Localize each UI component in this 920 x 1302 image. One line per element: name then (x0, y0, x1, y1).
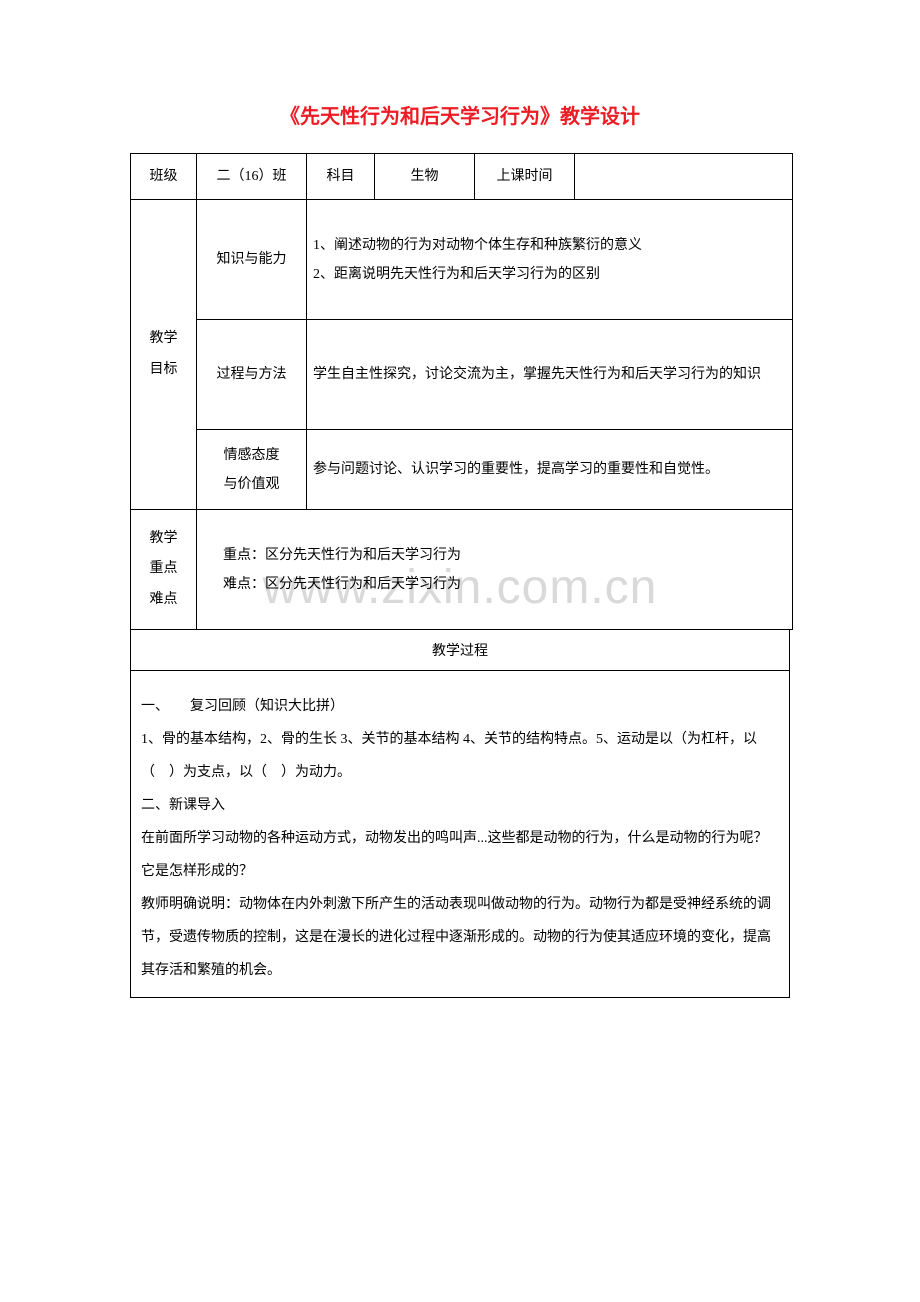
keypoints-content: 重点：区分先天性行为和后天学习行为 难点：区分先天性行为和后天学习行为 (197, 510, 793, 630)
keypoints-label-3: 难点 (150, 592, 178, 607)
objective-sub-3b: 与价值观 (224, 477, 280, 492)
keypoints-label-2: 重点 (150, 561, 178, 576)
process-header: 教学过程 (130, 630, 790, 671)
objective-content-3: 参与问题讨论、认识学习的重要性，提高学习的重要性和自觉性。 (307, 430, 793, 510)
keypoints-line-1: 重点：区分先天性行为和后天学习行为 (223, 548, 461, 563)
objective-content-2: 学生自主性探究，讨论交流为主，掌握先天性行为和后天学习行为的知识 (307, 320, 793, 430)
objective-row-1: 教学 目标 知识与能力 1、阐述动物的行为对动物个体生存和种族繁衍的意义2、距离… (131, 200, 793, 320)
objective-sub-3a: 情感态度 (224, 448, 280, 463)
keypoints-label-1: 教学 (150, 531, 178, 546)
objective-sub-1: 知识与能力 (197, 200, 307, 320)
objectives-label-2: 目标 (150, 362, 178, 377)
time-value (575, 154, 793, 200)
time-label: 上课时间 (475, 154, 575, 200)
class-label: 班级 (131, 154, 197, 200)
class-value: 二（16）班 (197, 154, 307, 200)
objective-row-3: 情感态度 与价值观 参与问题讨论、认识学习的重要性，提高学习的重要性和自觉性。 (131, 430, 793, 510)
objectives-group-label: 教学 目标 (131, 200, 197, 510)
objective-row-2: 过程与方法 学生自主性探究，讨论交流为主，掌握先天性行为和后天学习行为的知识 (131, 320, 793, 430)
subject-label: 科目 (307, 154, 375, 200)
objective-sub-2: 过程与方法 (197, 320, 307, 430)
header-row: 班级 二（16）班 科目 生物 上课时间 (131, 154, 793, 200)
objective-sub-3: 情感态度 与价值观 (197, 430, 307, 510)
lesson-plan-table: 班级 二（16）班 科目 生物 上课时间 教学 目标 知识与能力 1、阐述动物的… (130, 153, 793, 630)
objectives-label-1: 教学 (150, 331, 178, 346)
keypoints-line-2: 难点：区分先天性行为和后天学习行为 (223, 577, 461, 592)
process-body: 一、 复习回顾（知识大比拼）1、骨的基本结构，2、骨的生长 3、关节的基本结构 … (130, 671, 790, 998)
page-title: 《先天性行为和后天学习行为》教学设计 (130, 100, 790, 129)
document-content: 《先天性行为和后天学习行为》教学设计 班级 二（16）班 科目 生物 上课时间 … (130, 100, 790, 998)
subject-value: 生物 (375, 154, 475, 200)
keypoints-row: 教学 重点 难点 重点：区分先天性行为和后天学习行为 难点：区分先天性行为和后天… (131, 510, 793, 630)
keypoints-label: 教学 重点 难点 (131, 510, 197, 630)
objective-content-1: 1、阐述动物的行为对动物个体生存和种族繁衍的意义2、距离说明先天性行为和后天学习… (307, 200, 793, 320)
